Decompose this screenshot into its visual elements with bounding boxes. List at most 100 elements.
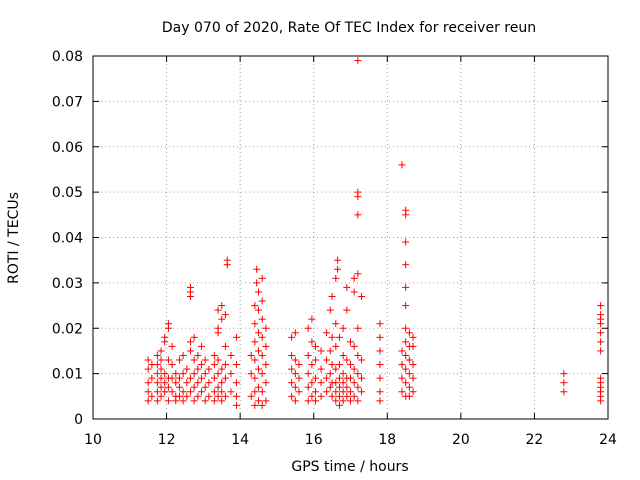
data-point (350, 274, 358, 282)
y-tick-label: 0 (74, 412, 83, 428)
data-point (214, 383, 222, 391)
data-point (332, 342, 340, 350)
data-point (317, 392, 325, 400)
chart-title: Day 070 of 2020, Rate Of TEC Index for r… (162, 20, 536, 36)
data-point (326, 306, 334, 314)
data-point (343, 356, 351, 364)
data-point (183, 392, 191, 400)
data-point (405, 392, 413, 400)
data-point (323, 388, 331, 396)
data-point (262, 379, 270, 387)
data-point (343, 306, 351, 314)
data-point (597, 311, 605, 319)
data-point (190, 356, 198, 364)
x-tick-label: 24 (599, 432, 617, 448)
data-point (328, 361, 336, 369)
data-point (335, 361, 343, 369)
data-point (153, 388, 161, 396)
data-point (308, 392, 316, 400)
data-point (347, 338, 354, 346)
data-point (218, 365, 226, 373)
data-point (350, 379, 358, 387)
data-point (398, 347, 406, 355)
data-point (201, 383, 209, 391)
data-point (339, 388, 347, 396)
data-point (210, 374, 218, 382)
data-point (172, 379, 180, 387)
data-point (148, 374, 156, 382)
y-tick-label: 0.02 (52, 321, 83, 337)
data-point (157, 383, 165, 391)
data-point (308, 338, 316, 346)
data-point (262, 342, 270, 350)
data-point (232, 361, 240, 369)
data-point (405, 383, 413, 391)
x-axis-label: GPS time / hours (291, 459, 408, 475)
data-point (332, 379, 340, 387)
data-point (186, 347, 194, 355)
data-point (350, 392, 358, 400)
data-point (312, 356, 320, 364)
data-point (376, 397, 384, 405)
y-tick-label: 0.06 (52, 140, 83, 156)
data-point (332, 274, 340, 282)
data-point (153, 351, 161, 359)
data-point (317, 365, 325, 373)
data-points (144, 57, 605, 409)
data-point (312, 388, 320, 396)
x-tick-label: 22 (526, 432, 544, 448)
data-point (339, 379, 347, 387)
data-point (323, 329, 331, 337)
data-point (255, 383, 263, 391)
data-point (205, 379, 213, 387)
data-point (251, 401, 259, 409)
data-point (409, 361, 417, 369)
data-point (258, 370, 266, 378)
data-point (186, 388, 194, 396)
data-point (168, 388, 176, 396)
data-point (560, 370, 568, 378)
data-point (560, 388, 568, 396)
data-point (251, 374, 259, 382)
data-point (354, 57, 362, 65)
data-point (258, 297, 266, 305)
data-point (262, 324, 270, 332)
data-point (295, 374, 303, 382)
data-point (304, 351, 312, 359)
data-point (198, 374, 206, 382)
data-point (164, 320, 172, 328)
data-point (157, 365, 165, 373)
data-point (186, 374, 194, 382)
data-point (218, 302, 226, 310)
data-point (409, 388, 417, 396)
data-point (402, 238, 410, 246)
data-point (326, 347, 334, 355)
data-point (201, 397, 209, 405)
data-point (214, 324, 222, 332)
data-point (221, 361, 229, 369)
data-point (597, 338, 605, 346)
data-point (153, 379, 161, 387)
data-point (221, 392, 229, 400)
data-point (221, 374, 229, 382)
data-point (190, 383, 198, 391)
data-point (312, 342, 320, 350)
x-tick-label: 10 (84, 432, 102, 448)
data-point (350, 365, 358, 373)
data-point (210, 397, 218, 405)
data-point (161, 333, 169, 341)
data-point (332, 388, 340, 396)
data-point (376, 333, 384, 341)
data-point (402, 283, 410, 291)
data-point (358, 388, 366, 396)
data-point (308, 379, 316, 387)
data-point (328, 292, 336, 300)
data-point (343, 383, 351, 391)
data-point (350, 342, 358, 350)
data-point (157, 347, 165, 355)
data-point (144, 365, 152, 373)
data-point (218, 397, 226, 405)
data-point (347, 361, 354, 369)
data-point (153, 370, 161, 378)
